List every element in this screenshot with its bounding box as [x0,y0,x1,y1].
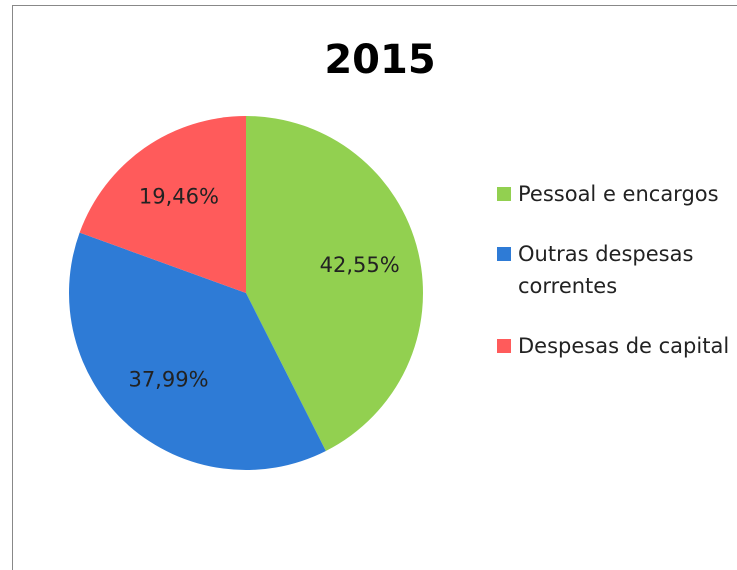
pie-slice [69,232,326,470]
legend-item: Outras despesas correntes [497,238,732,302]
pie-slice [246,116,423,451]
legend-label: Pessoal e encargos [518,182,719,206]
legend-swatch [497,339,511,353]
legend-item: Despesas de capital [497,330,732,362]
legend-swatch [497,187,511,201]
legend-label: Outras despesas correntes [518,242,694,298]
legend-label: Despesas de capital [518,334,730,358]
pie-slice [79,116,246,293]
slice-label: 19,46% [139,184,219,208]
legend: Pessoal e encargos Outras despesas corren… [497,178,732,362]
chart-title: 2015 [324,37,435,83]
legend-swatch [497,247,511,261]
slice-label: 42,55% [320,253,400,277]
slice-label: 37,99% [128,367,208,391]
legend-item: Pessoal e encargos [497,178,732,210]
